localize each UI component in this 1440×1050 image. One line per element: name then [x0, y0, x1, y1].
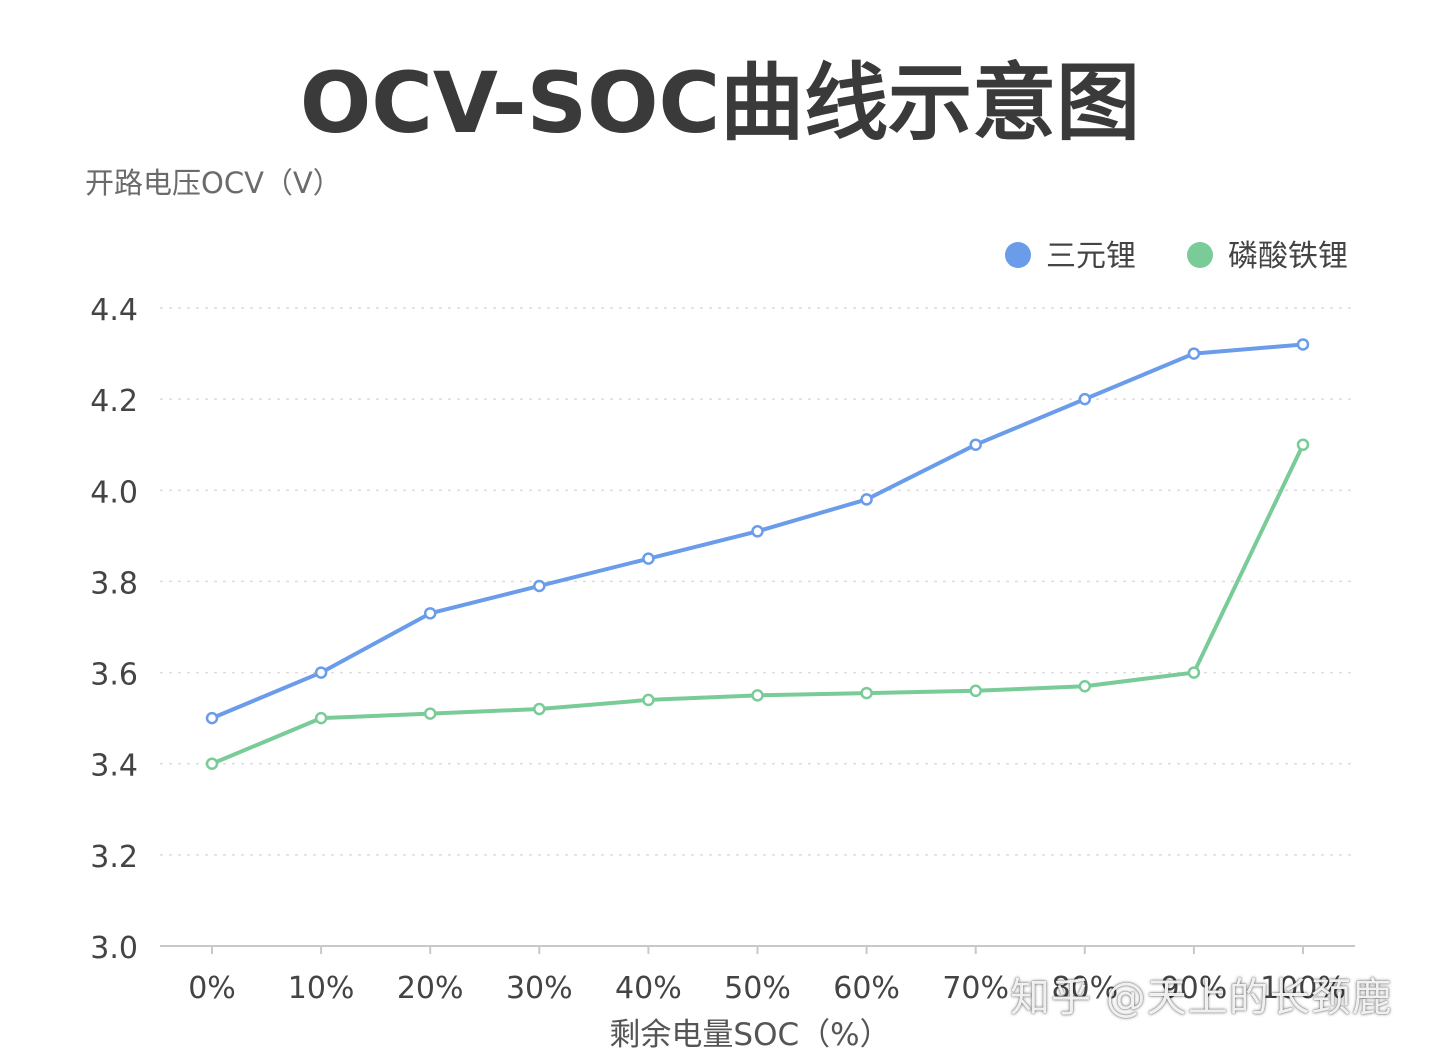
x-tick-label: 0%: [188, 971, 236, 1006]
x-tick-label: 40%: [615, 971, 682, 1006]
data-point: [969, 684, 982, 698]
data-point: [423, 707, 437, 720]
series-line: [210, 442, 1305, 766]
chart-title: OCV-SOC曲线示意图: [300, 54, 1140, 152]
x-tick-label: 60%: [833, 971, 900, 1006]
legend: 三元锂 磷酸铁锂: [1005, 239, 1348, 274]
x-tick-label: 90%: [1161, 971, 1228, 1006]
legend-item-2: 磷酸铁锂: [1187, 239, 1348, 274]
y-tick-label: 4.0: [90, 475, 138, 510]
x-tick-label: 50%: [724, 971, 791, 1006]
grid-lines: [160, 307, 1355, 856]
y-tick-label: 3.8: [90, 566, 138, 601]
x-axis-label: 剩余电量SOC（%）: [609, 1017, 890, 1050]
data-point: [1078, 392, 1092, 406]
y-tick-label: 4.4: [90, 293, 138, 328]
watermark: 知乎 @天上的长颈鹿: [1010, 975, 1393, 1021]
y-tick-label: 3.4: [90, 749, 138, 784]
series-2: [205, 438, 1310, 770]
x-tick-label: 10%: [288, 971, 355, 1006]
data-point: [1296, 438, 1310, 451]
data-point: [1078, 679, 1092, 693]
data-point: [642, 693, 655, 707]
y-tick-label: 4.2: [90, 384, 138, 419]
legend-marker: [1187, 242, 1213, 268]
y-tick-label: 3.6: [90, 658, 138, 693]
y-axis-label: 开路电压OCV（V）: [85, 166, 342, 200]
data-point: [314, 711, 328, 725]
data-point: [423, 607, 437, 620]
x-tick-label: 100%: [1260, 971, 1346, 1006]
axes: 3.0 3.2 3.4 3.6 3.8 4.0 4.2 4.4 0% 10% 20% 30% 40% 50…: [90, 293, 1355, 1006]
data-point: [205, 711, 219, 725]
data-point: [751, 689, 764, 702]
legend-label: 磷酸铁锂: [1228, 239, 1348, 274]
x-tick-label: 20%: [397, 971, 464, 1006]
series: [205, 338, 1310, 770]
y-tick-label: 3.0: [90, 931, 138, 966]
x-tick-label: 80%: [1051, 971, 1118, 1006]
legend-label: 三元锂: [1046, 239, 1136, 274]
data-point: [751, 525, 764, 538]
data-point: [1296, 338, 1310, 351]
data-point: [969, 438, 982, 451]
data-point: [314, 666, 328, 679]
data-point: [860, 493, 873, 506]
series-1: [205, 338, 1310, 725]
x-tick-label: 70%: [942, 971, 1009, 1006]
data-point: [642, 552, 655, 565]
legend-marker: [1005, 242, 1031, 268]
x-tick-label: 30%: [506, 971, 573, 1006]
y-tick-label: 3.2: [90, 840, 138, 875]
data-point: [533, 579, 546, 593]
data-point: [205, 757, 219, 770]
legend-item-1: 三元锂: [1005, 239, 1136, 274]
data-point: [1187, 347, 1201, 360]
data-point: [860, 686, 873, 700]
data-point: [1187, 666, 1201, 679]
data-point: [533, 702, 546, 716]
